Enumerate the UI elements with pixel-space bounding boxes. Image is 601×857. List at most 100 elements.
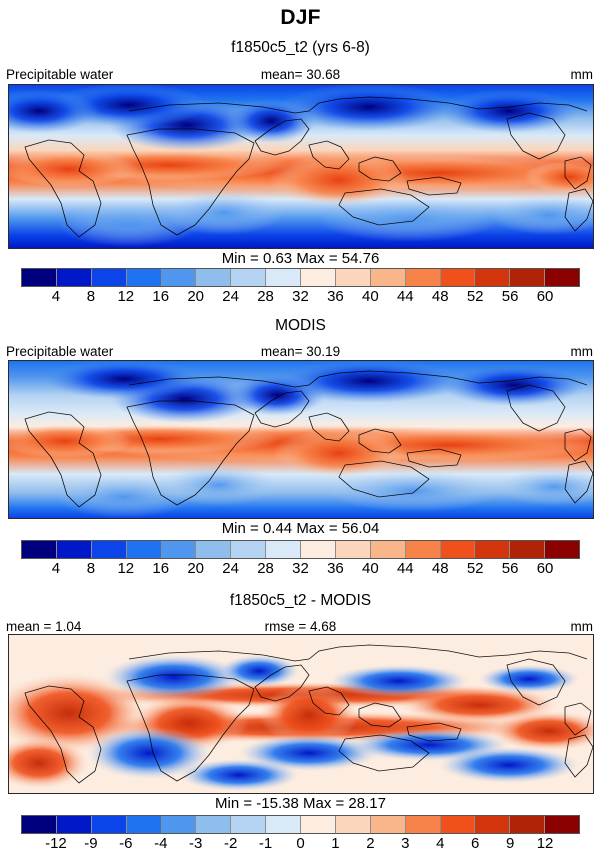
panel-1-colorbar-swatch-4[interactable]: [161, 269, 197, 286]
panel-3-colorbar-tick-1: -9: [84, 835, 98, 852]
panel-1-colorbar-swatch-7[interactable]: [266, 269, 301, 286]
panel-2-colorbar-tick-5: 24: [222, 560, 239, 577]
panel-1-colorbar-swatch-6[interactable]: [231, 269, 267, 286]
panel-3-colorbar-swatch-13[interactable]: [475, 816, 511, 833]
panel-2-colorbar-swatch-15[interactable]: [545, 541, 579, 558]
panel-2-colorbar-tick-9: 40: [362, 560, 379, 577]
panel-2-colorbar-swatch-12[interactable]: [440, 541, 476, 558]
panel-1-colorbar-swatch-1[interactable]: [56, 269, 92, 286]
panel-1-colorbar-swatch-2[interactable]: [91, 269, 127, 286]
panel-2-colorbar-tick-0: 4: [51, 560, 61, 577]
panel-2-colorbar-swatch-10[interactable]: [370, 541, 406, 558]
panel-3-units-label: mm: [570, 619, 594, 634]
panel-3-colorbar-tick-12: 6: [471, 835, 480, 852]
panel-3-colorbar-swatch-6[interactable]: [231, 816, 267, 833]
panel-2-map: [8, 360, 594, 519]
panel-1-colorbar-swatch-14[interactable]: [510, 269, 546, 286]
panel-1-colorbar-tick-7: 32: [292, 288, 309, 305]
panel-2-colorbar-swatch-14[interactable]: [510, 541, 546, 558]
panel-3-colorbar-swatch-14[interactable]: [510, 816, 546, 833]
panel-1-colorbar-swatch-10[interactable]: [370, 269, 406, 286]
panel-2-colorbar[interactable]: [21, 540, 580, 559]
panel-3-colorbar-swatch-5[interactable]: [196, 816, 232, 833]
panel-3-colorbar-tick-6: -1: [258, 835, 273, 852]
panel-2-colorbar-swatch-8[interactable]: [301, 541, 336, 558]
panel-2-colorbar-tick-2: 12: [117, 560, 135, 577]
panel-2-colorbar-swatch-9[interactable]: [335, 541, 371, 558]
panel-1-colorbar-tick-14: 60: [536, 288, 554, 305]
panel-3-colorbar-tick-11: 4: [436, 835, 445, 852]
panel-2-units-label: mm: [570, 344, 594, 359]
panel-1-colorbar-swatch-8[interactable]: [301, 269, 336, 286]
panel-3-map: [8, 634, 594, 794]
panel-3-mean-label: mean = 1.04: [6, 619, 82, 634]
panel-3-colorbar-tick-5: -2: [223, 835, 238, 852]
panel-2-colorbar-tick-12: 52: [466, 560, 484, 577]
panel-3-colorbar-tick-13: 9: [505, 835, 515, 852]
panel-2-colorbar-swatch-0[interactable]: [22, 541, 57, 558]
panel-3-colorbar-tick-9: 2: [366, 835, 375, 852]
panel-1-colorbar-swatch-0[interactable]: [22, 269, 57, 286]
panel-3-colorbar-swatch-10[interactable]: [370, 816, 406, 833]
panel-2-colorbar-tick-8: 36: [327, 560, 344, 577]
panel-2-colorbar-tick-14: 60: [536, 560, 554, 577]
panel-2-colorbar-swatch-1[interactable]: [56, 541, 92, 558]
panel-3-colorbar-tick-3: -4: [154, 835, 168, 852]
panel-1-colorbar-tick-5: 24: [222, 288, 239, 305]
panel-1-colorbar-tick-0: 4: [51, 288, 61, 305]
panel-3-colorbar-swatch-1[interactable]: [56, 816, 92, 833]
panel-2-title: MODIS: [275, 317, 326, 334]
panel-1-colorbar-ticks: 4 8 12 16 20 24 28 32 36 40 44 48 52 56 60: [21, 288, 580, 308]
panel-3-colorbar-swatch-4[interactable]: [161, 816, 197, 833]
panel-3-colorbar-swatch-12[interactable]: [440, 816, 476, 833]
panel-1-colorbar-swatch-11[interactable]: [405, 269, 441, 286]
panel-1-minmax: Min = 0.63 Max = 54.76: [221, 250, 380, 267]
panel-1-title: f1850c5_t2 (yrs 6-8): [231, 39, 370, 56]
panel-3-colorbar-tick-2: -6: [119, 835, 133, 852]
panel-1-colorbar-swatch-13[interactable]: [475, 269, 511, 286]
panel-1-colorbar-swatch-3[interactable]: [126, 269, 162, 286]
panel-3-colorbar-tick-14: 12: [536, 835, 554, 852]
panel-2-colorbar-tick-6: 28: [257, 560, 274, 577]
panel-1-map: [8, 84, 594, 249]
panel-2-colorbar-tick-11: 48: [431, 560, 449, 577]
panel-1-mean-label: mean= 30.68: [260, 67, 341, 82]
panel-1-colorbar-swatch-12[interactable]: [440, 269, 476, 286]
panel-2-mean-label: mean= 30.19: [260, 344, 341, 359]
panel-3-colorbar-tick-0: -12: [45, 835, 67, 852]
panel-2-colorbar-tick-1: 8: [86, 560, 96, 577]
panel-2-colorbar-swatch-7[interactable]: [266, 541, 301, 558]
panel-2-colorbar-swatch-5[interactable]: [196, 541, 232, 558]
panel-3-colorbar-swatch-11[interactable]: [405, 816, 441, 833]
panel-3-colorbar-swatch-7[interactable]: [266, 816, 301, 833]
panel-3-colorbar-tick-4: -3: [189, 835, 203, 852]
panel-3-colorbar-swatch-2[interactable]: [91, 816, 127, 833]
panel-3-rmse-label: rmse = 4.68: [264, 619, 337, 634]
panel-1-colorbar-swatch-5[interactable]: [196, 269, 232, 286]
panel-1-colorbar-swatch-9[interactable]: [335, 269, 371, 286]
panel-2-colorbar-swatch-4[interactable]: [161, 541, 197, 558]
panel-1-colorbar-tick-13: 56: [501, 288, 519, 305]
panel-2-colorbar-swatch-13[interactable]: [475, 541, 511, 558]
panel-3-colorbar-swatch-3[interactable]: [126, 816, 162, 833]
panel-1-colorbar-swatch-15[interactable]: [545, 269, 579, 286]
panel-3-colorbar-swatch-15[interactable]: [545, 816, 579, 833]
panel-2-colorbar-swatch-3[interactable]: [126, 541, 162, 558]
panel-2-colorbar-ticks: 4 8 12 16 20 24 28 32 36 40 44 48 52 56 60: [21, 560, 580, 580]
panel-2-colorbar-swatch-2[interactable]: [91, 541, 127, 558]
panel-3-colorbar[interactable]: [21, 815, 580, 834]
panel-3-colorbar-tick-7: 0: [296, 835, 305, 852]
panel-1-colorbar-tick-6: 28: [257, 288, 274, 305]
panel-3-colorbar-ticks: -12 -9 -6 -4 -3 -2 -1 0 1 2 3 4 6 9 12: [21, 835, 580, 855]
panel-1-colorbar-tick-11: 48: [431, 288, 449, 305]
panel-2-colorbar-swatch-11[interactable]: [405, 541, 441, 558]
panel-2-colorbar-tick-10: 44: [396, 560, 414, 577]
panel-2-colorbar-swatch-6[interactable]: [231, 541, 267, 558]
panel-1-colorbar-tick-12: 52: [466, 288, 484, 305]
panel-3-colorbar-swatch-9[interactable]: [335, 816, 371, 833]
panel-1-colorbar-tick-10: 44: [396, 288, 414, 305]
panel-2-colorbar-tick-7: 32: [292, 560, 309, 577]
panel-3-colorbar-swatch-0[interactable]: [22, 816, 57, 833]
panel-1-colorbar[interactable]: [21, 268, 580, 287]
panel-3-colorbar-swatch-8[interactable]: [301, 816, 336, 833]
